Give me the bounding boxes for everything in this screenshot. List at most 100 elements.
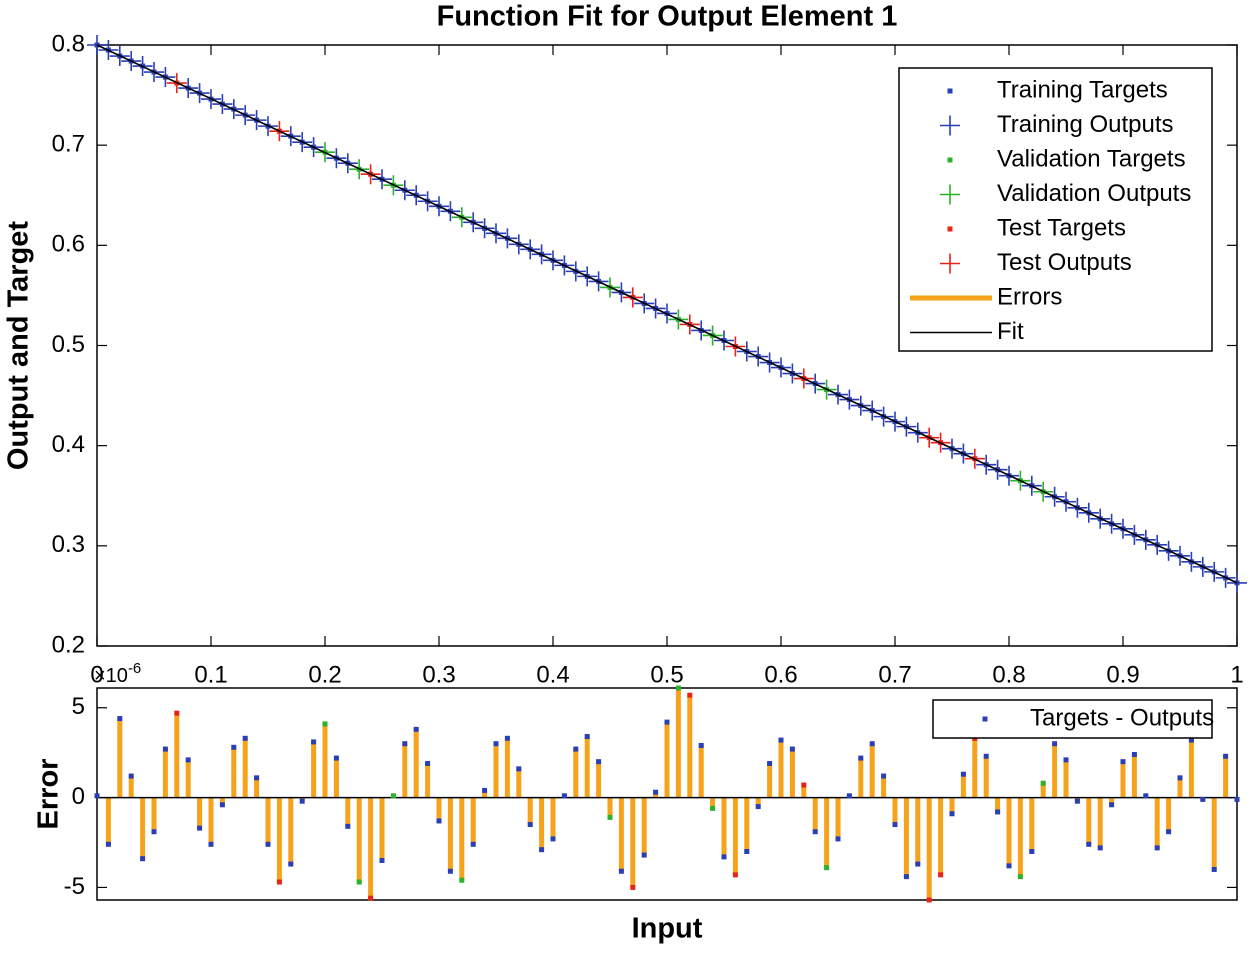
target-marker xyxy=(653,789,659,795)
target-marker xyxy=(356,879,362,885)
target-marker xyxy=(493,741,499,747)
legend-box xyxy=(898,67,1213,352)
target-marker xyxy=(539,847,545,853)
target-marker xyxy=(1109,802,1115,808)
target-marker xyxy=(607,814,613,820)
target-marker xyxy=(1223,753,1229,759)
target-marker xyxy=(390,793,396,799)
target-marker xyxy=(573,746,579,752)
target-marker xyxy=(1063,757,1069,763)
y-tick-label: 0.7 xyxy=(52,131,85,158)
target-marker xyxy=(140,856,146,862)
legend-label: Targets - Outputs xyxy=(1030,704,1214,731)
target-marker xyxy=(846,793,852,799)
y-tick-label: 0.2 xyxy=(52,631,85,658)
target-marker xyxy=(641,852,647,858)
target-marker xyxy=(618,868,624,874)
target-marker xyxy=(596,759,602,765)
target-marker xyxy=(117,716,123,722)
x-tick-label: 0.5 xyxy=(650,661,683,688)
target-marker xyxy=(527,822,533,828)
target-marker xyxy=(778,737,784,743)
target-marker xyxy=(858,755,864,761)
target-marker xyxy=(938,872,944,878)
target-marker xyxy=(1074,798,1080,804)
target-marker xyxy=(254,775,260,781)
target-marker xyxy=(1017,874,1023,880)
multiplier-exponent: -6 xyxy=(128,660,141,677)
legend-label: Errors xyxy=(997,283,1062,310)
target-marker xyxy=(949,811,955,817)
target-marker xyxy=(504,735,510,741)
target-marker xyxy=(926,897,932,903)
target-marker xyxy=(1131,751,1137,757)
target-marker xyxy=(1052,741,1058,747)
target-marker xyxy=(1097,845,1103,851)
target-marker xyxy=(1200,796,1206,802)
target-marker xyxy=(208,841,214,847)
target-marker xyxy=(995,809,1001,815)
target-marker xyxy=(869,741,875,747)
target-marker xyxy=(892,822,898,828)
legend-label: Training Targets xyxy=(997,76,1168,103)
legend-label: Test Targets xyxy=(997,214,1126,241)
x-tick-label: 0.4 xyxy=(536,661,569,688)
target-marker xyxy=(185,757,191,763)
target-marker xyxy=(982,716,988,722)
target-marker xyxy=(903,874,909,880)
target-marker xyxy=(1177,775,1183,781)
target-marker xyxy=(459,877,465,883)
y-tick-label: 0.5 xyxy=(52,331,85,358)
target-marker xyxy=(276,879,282,885)
target-marker xyxy=(687,692,693,698)
y-tick-label: 5 xyxy=(72,693,85,720)
target-marker xyxy=(162,746,168,752)
target-marker xyxy=(265,841,271,847)
target-marker xyxy=(801,782,807,788)
target-marker xyxy=(197,825,203,831)
target-marker xyxy=(698,742,704,748)
target-marker xyxy=(1143,793,1149,799)
target-marker xyxy=(721,854,727,860)
target-marker xyxy=(470,841,476,847)
legend-box xyxy=(932,699,1213,739)
target-marker xyxy=(368,895,374,901)
target-marker xyxy=(675,685,681,691)
y-tick-label: 0.6 xyxy=(52,231,85,258)
x-tick-label: 0.1 xyxy=(194,661,227,688)
target-marker xyxy=(767,760,773,766)
x-tick-label: 0.7 xyxy=(878,661,911,688)
target-marker xyxy=(983,753,989,759)
target-marker xyxy=(732,872,738,878)
fit-line xyxy=(96,44,1238,584)
x-tick-label: 0 xyxy=(90,661,103,688)
target-marker xyxy=(561,793,567,799)
output-marker xyxy=(940,115,960,136)
target-marker xyxy=(630,884,636,890)
output-marker xyxy=(940,184,960,205)
x-tick-label: 0.2 xyxy=(308,661,341,688)
y-tick-label: 0.3 xyxy=(52,531,85,558)
target-marker xyxy=(1120,759,1126,765)
target-marker xyxy=(174,710,180,716)
target-marker xyxy=(1154,845,1160,851)
target-marker xyxy=(516,766,522,772)
y-tick-label: 0.8 xyxy=(52,30,85,57)
target-marker xyxy=(151,829,157,835)
target-marker xyxy=(94,793,100,799)
legend-label: Validation Targets xyxy=(997,145,1186,172)
target-marker xyxy=(1040,780,1046,786)
target-marker xyxy=(710,805,716,811)
target-marker xyxy=(379,857,385,863)
target-marker xyxy=(812,829,818,835)
legend-label: Test Outputs xyxy=(997,249,1132,276)
y-axis-label: Error xyxy=(33,759,65,830)
target-marker xyxy=(425,760,431,766)
target-marker xyxy=(436,818,442,824)
target-marker xyxy=(550,836,556,842)
target-marker xyxy=(311,739,317,745)
multiplier-base: ×10 xyxy=(94,665,128,687)
target-marker xyxy=(789,746,795,752)
